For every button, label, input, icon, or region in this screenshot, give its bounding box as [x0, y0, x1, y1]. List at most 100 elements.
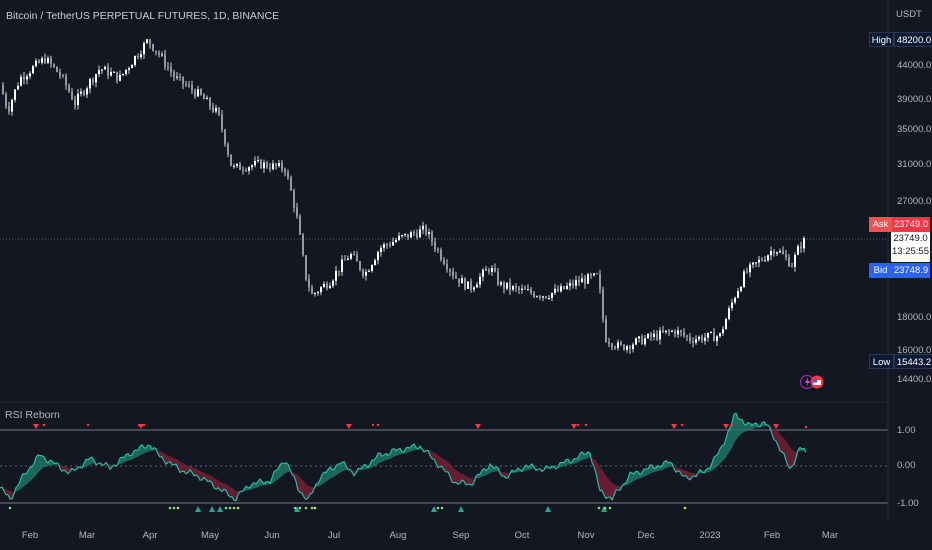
high-badge: High 48200.0	[869, 32, 932, 47]
neutral-dot	[683, 506, 687, 510]
candle-body	[5, 94, 7, 107]
rsi-fill	[36, 455, 38, 476]
time-tick: May	[201, 530, 219, 541]
candle-body	[644, 338, 646, 345]
low-badge: Low 15443.2	[869, 354, 932, 369]
overbought-dot	[86, 423, 90, 427]
candle-body	[269, 167, 271, 170]
rsi-fill	[226, 484, 228, 496]
candle-body	[539, 296, 541, 298]
candle-body	[188, 85, 190, 87]
rsi-fill	[42, 455, 44, 469]
rsi-fill	[782, 436, 784, 454]
candle-body	[185, 84, 187, 86]
neutral-dot	[176, 506, 180, 510]
overbought-dot	[376, 423, 380, 427]
time-tick: Oct	[514, 530, 530, 541]
candle-body	[74, 99, 76, 106]
candle-body	[560, 286, 562, 292]
rsi-line	[0, 412, 807, 502]
candle-body	[431, 232, 433, 242]
rsi-fill	[412, 444, 414, 452]
oversold-dot	[228, 506, 232, 510]
candle-body	[356, 254, 358, 262]
events-icon[interactable]	[800, 374, 826, 390]
candle-body	[14, 89, 16, 100]
candle-body	[413, 232, 415, 234]
rsi-fill	[392, 448, 394, 458]
rsi-fill	[690, 472, 692, 480]
candle-body	[161, 54, 163, 56]
candle-body	[602, 289, 604, 320]
candle-body	[575, 280, 577, 286]
candle-body	[758, 259, 760, 263]
candle-body	[425, 225, 427, 235]
rsi-fill	[186, 464, 188, 474]
candle-body	[755, 262, 757, 264]
candle-body	[89, 79, 91, 89]
candle-body	[311, 287, 313, 294]
candle-body	[737, 291, 739, 298]
rsi-fill	[462, 473, 464, 482]
candle-body	[68, 85, 70, 92]
rsi-fill	[24, 473, 26, 487]
candle-body	[578, 280, 580, 283]
candle-body	[611, 343, 613, 347]
candle-body	[65, 75, 67, 86]
candle-body	[218, 107, 220, 115]
candle-body	[149, 39, 151, 45]
oversold-dot	[436, 506, 440, 510]
candle-body	[260, 159, 262, 169]
rsi-fill	[380, 453, 382, 463]
candle-body	[35, 60, 37, 67]
candle-body	[683, 332, 685, 336]
rsi-fill	[580, 451, 582, 462]
rsi-tick: -1.00	[897, 498, 919, 509]
candle-body	[779, 251, 781, 253]
candle-body	[551, 292, 553, 299]
rsi-fill	[790, 446, 792, 469]
rsi-fill	[372, 459, 374, 468]
rsi-fill	[224, 483, 226, 491]
candle-body	[143, 42, 145, 55]
candle-body	[371, 265, 373, 271]
candle-body	[617, 342, 619, 348]
rsi-fill	[686, 470, 688, 479]
candle-body	[635, 338, 637, 345]
bid-label: Bid	[869, 263, 892, 278]
candle-body	[641, 336, 643, 345]
rsi-fill	[200, 471, 202, 481]
buy-signal-marker	[217, 506, 223, 512]
rsi-fill	[336, 463, 338, 476]
rsi-fill	[340, 462, 342, 473]
candle-body	[725, 319, 727, 330]
candle-body	[26, 76, 28, 80]
rsi-fill	[712, 457, 714, 471]
candle-body	[71, 91, 73, 100]
oversold-dot	[603, 506, 607, 510]
candle-body	[266, 162, 268, 168]
rsi-fill	[708, 468, 710, 473]
candle-body	[473, 287, 475, 290]
candle-body	[524, 288, 526, 290]
candle-body	[677, 330, 679, 335]
rsi-fill	[338, 463, 340, 474]
rsi-fill	[632, 472, 634, 482]
candle-body	[8, 106, 10, 112]
candle-body	[605, 319, 607, 342]
rsi-fill	[646, 468, 648, 476]
candle-body	[146, 39, 148, 43]
candle-body	[695, 339, 697, 343]
rsi-fill	[22, 473, 24, 488]
rsi-fill	[68, 467, 70, 474]
candle-body	[623, 344, 625, 350]
rsi-fill	[406, 447, 408, 454]
candle-body	[671, 330, 673, 332]
candle-body	[317, 292, 319, 294]
rsi-fill	[574, 458, 576, 464]
rsi-fill	[378, 453, 380, 464]
time-tick: Mar	[821, 530, 839, 541]
rsi-fill	[734, 413, 736, 444]
rsi-fill	[466, 475, 468, 485]
